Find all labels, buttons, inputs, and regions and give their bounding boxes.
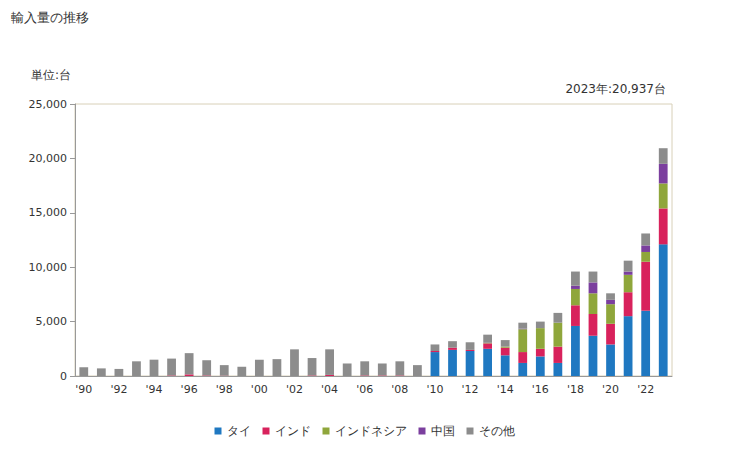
svg-text:'14: '14	[497, 383, 514, 396]
svg-text:タイ: タイ	[227, 424, 251, 438]
svg-text:'16: '16	[532, 383, 549, 396]
svg-text:中国: 中国	[431, 424, 455, 438]
svg-text:2023年:20,937台: 2023年:20,937台	[565, 82, 666, 96]
svg-text:5,000: 5,000	[36, 315, 68, 328]
svg-text:'96: '96	[181, 383, 198, 396]
svg-text:15,000: 15,000	[29, 206, 68, 219]
svg-text:インドネシア: インドネシア	[335, 424, 407, 438]
svg-text:'94: '94	[145, 383, 162, 396]
svg-text:インド: インド	[275, 424, 311, 438]
svg-text:'90: '90	[75, 383, 92, 396]
svg-text:'12: '12	[462, 383, 479, 396]
svg-text:20,000: 20,000	[29, 152, 68, 165]
svg-text:'20: '20	[602, 383, 619, 396]
svg-text:'00: '00	[251, 383, 268, 396]
svg-text:'06: '06	[356, 383, 373, 396]
svg-text:単位:台: 単位:台	[31, 68, 71, 82]
svg-text:'08: '08	[391, 383, 408, 396]
svg-text:'92: '92	[110, 383, 127, 396]
svg-text:'22: '22	[637, 383, 654, 396]
svg-text:'04: '04	[321, 383, 338, 396]
svg-text:'98: '98	[216, 383, 233, 396]
svg-text:その他: その他	[479, 424, 515, 438]
svg-text:'10: '10	[426, 383, 443, 396]
svg-text:'18: '18	[567, 383, 584, 396]
svg-text:25,000: 25,000	[29, 98, 68, 111]
svg-text:'02: '02	[286, 383, 303, 396]
svg-text:10,000: 10,000	[29, 261, 68, 274]
svg-text:0: 0	[60, 370, 67, 383]
svg-text:輸入量の推移: 輸入量の推移	[11, 10, 89, 25]
